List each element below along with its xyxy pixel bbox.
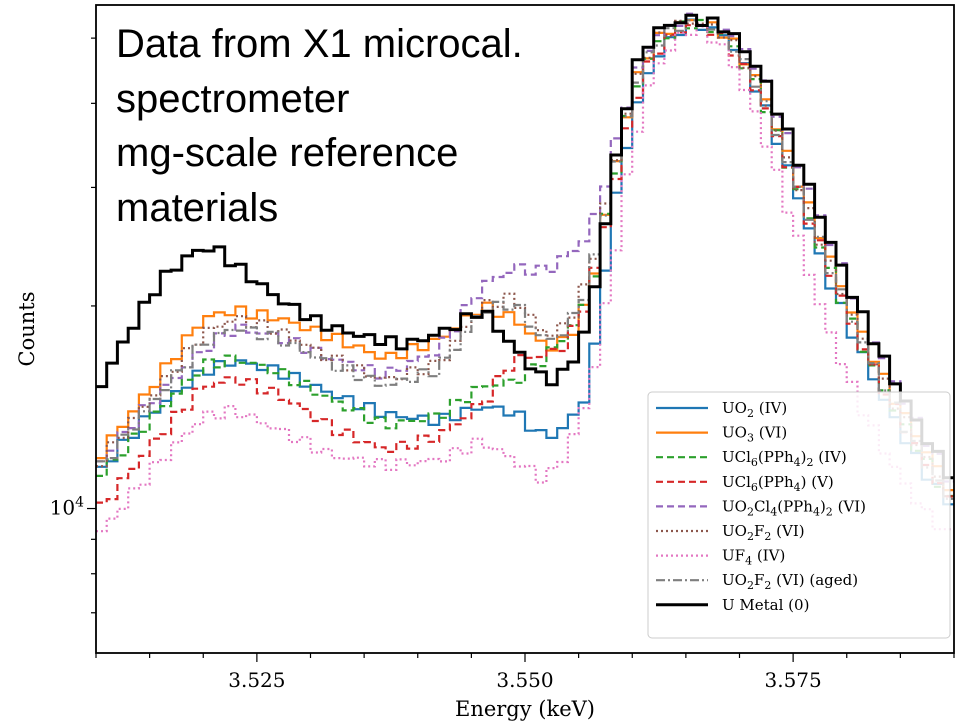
- x-axis-label: Energy (keV): [455, 697, 595, 721]
- legend-item: UO2Cl4(PPh4)2 (VI): [656, 497, 866, 518]
- y-axis-label: Counts: [15, 292, 39, 367]
- legend-item: UO2 (IV): [656, 399, 787, 420]
- annotation-line-1: Data from X1 microcal.: [116, 22, 523, 66]
- annotation-line-3: mg-scale reference: [116, 131, 458, 175]
- legend-label: UO3 (VI): [722, 424, 787, 445]
- legend-item: UO2F2 (VI): [656, 522, 805, 543]
- legend: UO2 (IV) UO3 (VI) UCl6(PPh4)2 (IV) UCl6(PPh…: [647, 391, 951, 639]
- legend-label: UO2F2 (VI): [722, 522, 805, 543]
- ticks-layer: 3.525 3.550 3.575 104: [50, 37, 955, 692]
- annotation-line-2: spectrometer: [116, 77, 349, 121]
- legend-item: U Metal (0): [656, 596, 809, 614]
- annotation-line-4: materials: [116, 186, 278, 230]
- legend-label: UO2F2 (VI) (aged): [722, 571, 858, 592]
- x-tick-label: 3.550: [496, 668, 553, 692]
- legend-item: UF4 (IV): [656, 547, 785, 568]
- legend-item: UCl6(PPh4) (V): [656, 473, 834, 494]
- series-line: [96, 24, 954, 504]
- legend-label: UF4 (IV): [722, 547, 785, 568]
- series-line: [96, 18, 954, 506]
- legend-label: UO2 (IV): [722, 399, 787, 420]
- series-line: [96, 13, 954, 480]
- legend-label: UO2Cl4(PPh4)2 (VI): [722, 497, 866, 518]
- legend-box: [647, 391, 951, 639]
- series-line: [96, 19, 954, 500]
- legend-label: UCl6(PPh4) (V): [722, 473, 834, 494]
- legend-item: UO2F2 (VI) (aged): [656, 571, 858, 592]
- x-tick-label: 3.575: [764, 668, 821, 692]
- series-line: [96, 19, 954, 492]
- x-tick-label: 3.525: [228, 668, 285, 692]
- series-line: [96, 19, 954, 498]
- series-layer: [96, 12, 954, 533]
- y-tick-label: 104: [50, 495, 84, 520]
- legend-item: UO3 (VI): [656, 424, 787, 445]
- series-line: [96, 12, 954, 483]
- legend-label: UCl6(PPh4)2 (IV): [722, 448, 847, 469]
- series-line: [96, 25, 954, 533]
- legend-label: U Metal (0): [722, 596, 809, 614]
- legend-item: UCl6(PPh4)2 (IV): [656, 448, 847, 469]
